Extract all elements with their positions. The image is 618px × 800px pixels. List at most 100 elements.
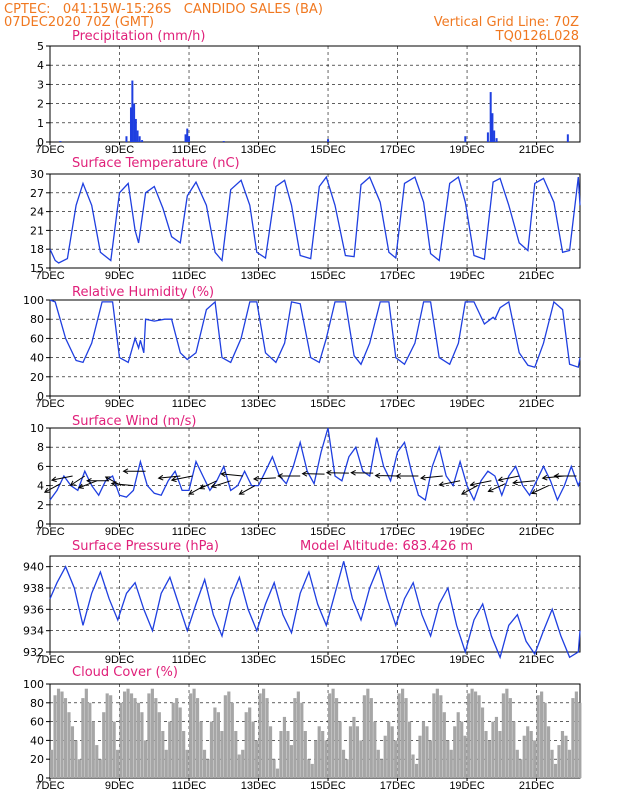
wind-arrow xyxy=(461,485,478,495)
humidity-xtick-label: 15DEC xyxy=(310,398,346,410)
pressure-ytick-label: 940 xyxy=(23,561,44,574)
cloud-bar xyxy=(81,698,85,778)
temp-xtick-label: 7DEC xyxy=(35,270,64,282)
wind-arrow-head xyxy=(110,481,117,487)
cloud-title: Cloud Cover (%) xyxy=(72,665,178,680)
pressure-ytick-label: 936 xyxy=(23,603,44,616)
precip-xtick-label: 13DEC xyxy=(241,144,277,156)
cloud-bar xyxy=(494,716,499,778)
wind-arrow xyxy=(188,485,205,495)
wind-arrow-head xyxy=(43,487,50,493)
wind-arrow-shaft xyxy=(171,475,193,481)
cloud-bar xyxy=(303,731,307,778)
wind-arrow-shaft xyxy=(239,485,256,495)
wind-arrow-head xyxy=(277,473,283,479)
wind-ytick-label: 4 xyxy=(37,480,44,493)
wind-arrow xyxy=(277,473,301,479)
wind-arrow xyxy=(110,481,134,487)
cloud-bar xyxy=(209,721,214,778)
wind-arrow xyxy=(252,475,276,482)
temp-ytick-label: 24 xyxy=(30,206,44,219)
humidity-ytick-label: 60 xyxy=(30,332,44,345)
temp-ytick-label: 30 xyxy=(30,168,44,181)
cloud-bar xyxy=(293,698,297,778)
humidity-xtick-label: 19DEC xyxy=(449,398,485,410)
wind-arrow-shaft xyxy=(158,475,181,479)
wind-arrow-head xyxy=(461,489,467,495)
pressure-xtick-label: 13DEC xyxy=(241,654,277,666)
pressure-xtick-label: 19DEC xyxy=(449,654,485,666)
precip-xtick-label: 11DEC xyxy=(172,144,207,156)
cloud-bar xyxy=(432,693,436,778)
temp-xtick-label: 9DEC xyxy=(105,270,134,282)
pressure-xtick-label: 15DEC xyxy=(310,654,346,666)
cloud-bar xyxy=(480,707,485,778)
cloud-bar xyxy=(498,731,502,778)
humidity-xtick-label: 13DEC xyxy=(241,398,277,410)
pressure-xtick-label: 11DEC xyxy=(172,654,207,666)
cloud-bar xyxy=(84,688,88,778)
wind-arrow-shaft xyxy=(253,477,276,480)
cloud-bar xyxy=(474,691,478,778)
cloud-bar xyxy=(88,702,92,778)
pressure-xtick-label: 21DEC xyxy=(519,654,555,666)
cloud-bar xyxy=(355,726,360,778)
wind-series-line xyxy=(49,427,581,502)
cloud-bar xyxy=(345,759,349,778)
precip-bar xyxy=(134,118,137,142)
wind-arrow xyxy=(199,480,218,490)
cloud-bar xyxy=(202,749,207,778)
cloud-bar xyxy=(456,712,460,778)
cloud-bar xyxy=(352,716,356,778)
cloud-bar xyxy=(136,702,141,778)
cloud-bar xyxy=(404,698,408,778)
cloud-bar xyxy=(321,731,325,778)
cloud-bar xyxy=(536,695,540,778)
cloud-bar xyxy=(164,749,168,778)
cloud-bar xyxy=(397,693,401,778)
cloud-bar xyxy=(216,712,220,778)
wind-arrow-shaft xyxy=(78,480,98,489)
precip-bar xyxy=(327,139,330,142)
cloud-bar xyxy=(512,721,516,778)
temp-frame xyxy=(49,173,581,269)
wind-arrow xyxy=(50,475,73,483)
header-model-id: TQ0126L028 xyxy=(495,29,579,44)
cloud-bar xyxy=(56,688,61,778)
cloud-bar xyxy=(578,702,582,778)
cloud-bar xyxy=(383,735,387,778)
cloud-bar xyxy=(526,726,530,778)
wind-arrow xyxy=(350,469,374,476)
precip-bar xyxy=(141,140,144,142)
wind-arrow xyxy=(77,480,98,489)
cloud-bar xyxy=(268,726,273,778)
wind-arrow xyxy=(157,474,181,481)
temp-xtick-label: 17DEC xyxy=(380,270,416,282)
precip-bar xyxy=(125,136,128,142)
cloud-bar xyxy=(571,698,575,778)
pressure-ytick-label: 938 xyxy=(23,582,44,595)
cloud-bar xyxy=(70,726,75,778)
wind-arrow-head xyxy=(438,481,445,487)
wind-panel: 0 2 4 6 8 10 7DEC 9DEC 11DEC 13DEC 15DEC 17DEC 19DEC… xyxy=(30,422,581,538)
precip-bar xyxy=(495,138,498,142)
wind-arrow xyxy=(220,471,243,478)
precip-ytick-label: 5 xyxy=(37,40,44,53)
cloud-bar xyxy=(533,740,537,778)
cloud-bar xyxy=(487,740,492,778)
wind-xtick-label: 13DEC xyxy=(241,526,277,538)
cloud-bar xyxy=(338,721,342,778)
cloud-bar xyxy=(206,759,210,778)
wind-arrow xyxy=(210,480,231,489)
wind-arrow xyxy=(487,483,506,493)
pressure-ytick-label: 932 xyxy=(23,646,44,659)
cloud-bar xyxy=(77,759,81,778)
temp-xtick-label: 21DEC xyxy=(519,270,555,282)
cloud-bar xyxy=(296,691,300,778)
precip-bar xyxy=(489,92,492,142)
cloud-bar xyxy=(460,721,464,778)
wind-arrow-shaft xyxy=(470,480,492,486)
cloud-bar xyxy=(550,749,554,778)
wind-arrow-shaft xyxy=(421,475,443,479)
cloud-bar xyxy=(366,688,370,778)
